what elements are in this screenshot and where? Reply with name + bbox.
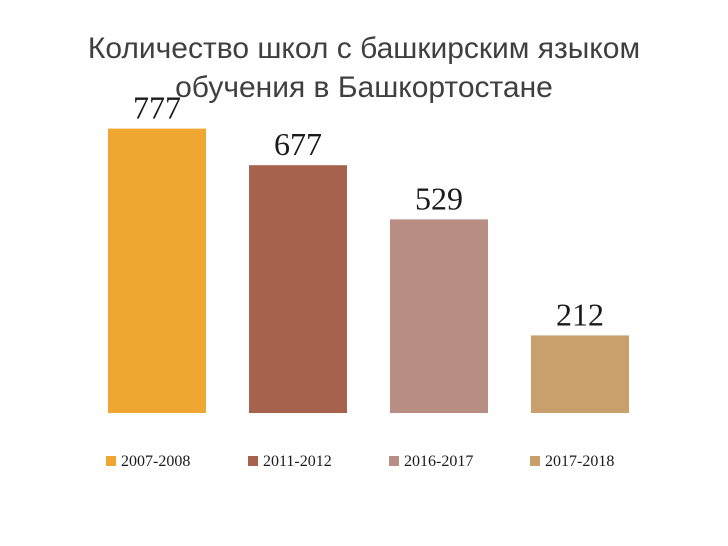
legend-swatch-2007-2008 <box>106 456 116 466</box>
chart-title-line-1: Количество школ с башкирским языком <box>88 32 640 65</box>
legend-label-2007-2008: 2007-2008 <box>121 453 190 470</box>
chart-title-line-2: обучения в Башкортостане <box>175 71 553 104</box>
value-labels: 777 677 529 212 <box>133 90 604 333</box>
legend-label-2017-2018: 2017-2018 <box>545 453 614 470</box>
chart-title: Количество школ с башкирским языком обуч… <box>88 32 640 104</box>
legend-label-2011-2012: 2011-2012 <box>263 453 332 470</box>
legend-swatch-2016-2017 <box>389 456 399 466</box>
legend: 2007-2008 2011-2012 2016-2017 2017-2018 <box>106 453 614 470</box>
value-label-2011-2012: 677 <box>274 126 322 162</box>
bar-2007-2008 <box>108 128 206 413</box>
value-label-2007-2008: 777 <box>133 90 181 126</box>
bar-2016-2017 <box>390 219 488 413</box>
value-label-2017-2018: 212 <box>556 296 604 332</box>
legend-label-2016-2017: 2016-2017 <box>404 453 473 470</box>
value-label-2016-2017: 529 <box>415 180 463 216</box>
bar-2017-2018 <box>531 335 629 413</box>
legend-swatch-2017-2018 <box>530 456 540 466</box>
bar-2011-2012 <box>249 165 347 413</box>
bars <box>108 128 629 413</box>
legend-swatch-2011-2012 <box>248 456 258 466</box>
